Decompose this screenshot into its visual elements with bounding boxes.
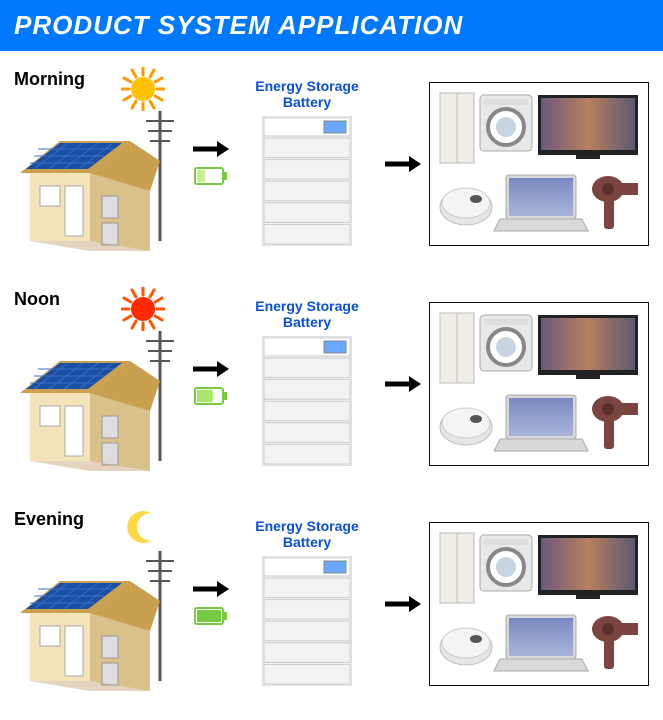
- sun-icon: [121, 287, 165, 336]
- appliances-box: [429, 522, 649, 686]
- rows-container: Morning Energy Storage Battery: [0, 51, 663, 709]
- sun-icon: [121, 67, 165, 116]
- battery-unit-icon: [262, 336, 352, 471]
- scenario-row: Evening Energy Storage Battery: [10, 509, 653, 699]
- house-icon: [10, 321, 185, 476]
- battery-unit-icon: [262, 116, 352, 251]
- battery-level-icon: [194, 167, 228, 190]
- battery-level-icon: [194, 387, 228, 410]
- moon-icon: [125, 507, 165, 552]
- arrow-to-appliances: [383, 594, 423, 614]
- battery-label: Energy Storage Battery: [237, 518, 377, 550]
- battery-label: Energy Storage Battery: [237, 78, 377, 110]
- house-icon: [10, 541, 185, 696]
- time-label: Morning: [14, 69, 85, 90]
- appliances-box: [429, 302, 649, 466]
- arrow-to-appliances: [383, 374, 423, 394]
- battery-unit-icon: [262, 556, 352, 691]
- battery-column: Energy Storage Battery: [237, 78, 377, 251]
- battery-level-icon: [194, 607, 228, 630]
- scenario-row: Noon Energy Storage Battery: [10, 289, 653, 479]
- house-column: Morning: [10, 73, 185, 256]
- battery-column: Energy Storage Battery: [237, 518, 377, 691]
- time-label: Noon: [14, 289, 60, 310]
- battery-column: Energy Storage Battery: [237, 298, 377, 471]
- arrow-to-battery: [191, 359, 231, 410]
- time-label: Evening: [14, 509, 84, 530]
- arrow-to-battery: [191, 579, 231, 630]
- battery-label: Energy Storage Battery: [237, 298, 377, 330]
- scenario-row: Morning Energy Storage Battery: [10, 69, 653, 259]
- page-title: PRODUCT SYSTEM APPLICATION: [0, 0, 663, 51]
- house-column: Noon: [10, 293, 185, 476]
- arrow-to-battery: [191, 139, 231, 190]
- appliances-box: [429, 82, 649, 246]
- house-icon: [10, 101, 185, 256]
- arrow-to-appliances: [383, 154, 423, 174]
- house-column: Evening: [10, 513, 185, 696]
